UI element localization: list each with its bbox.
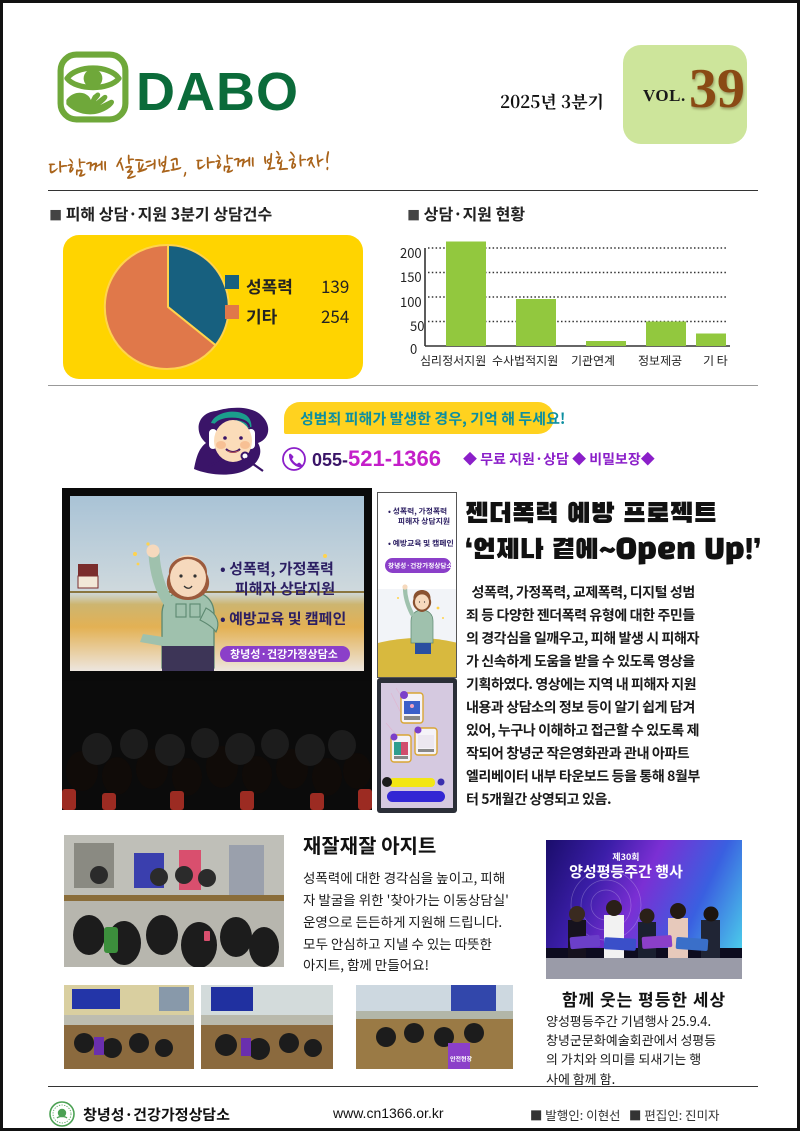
svg-text:피해자 상담지원: 피해자 상담지원 — [235, 578, 335, 599]
svg-text:창녕성·건강가정상담소: 창녕성·건강가정상담소 — [388, 560, 453, 570]
svg-text:피해자 상담지원: 피해자 상담지원 — [398, 516, 450, 527]
svg-text:• 예방교육 및 캠페인: • 예방교육 및 캠페인 — [220, 608, 346, 629]
svg-text:창녕성·건강가정상담소: 창녕성·건강가정상담소 — [230, 646, 338, 662]
svg-text:• 예방교육 및 캠페인: • 예방교육 및 캠페인 — [388, 538, 454, 549]
svg-text:• 성폭력, 가정폭력: • 성폭력, 가정폭력 — [220, 558, 334, 579]
svg-text:안전현장: 안전현장 — [450, 1054, 473, 1063]
svg-text:양성평등주간 행사: 양성평등주간 행사 — [569, 861, 683, 882]
